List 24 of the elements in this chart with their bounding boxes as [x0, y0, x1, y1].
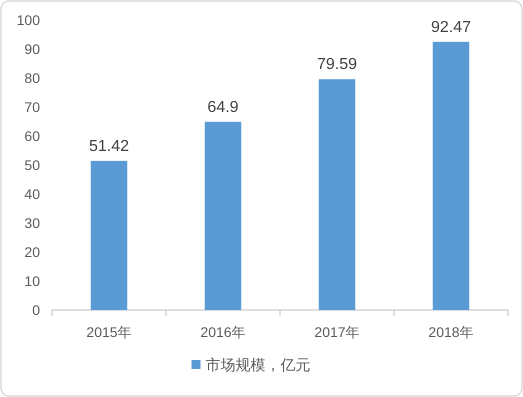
bar: [432, 42, 470, 310]
data-label: 79.59: [316, 56, 358, 74]
bar: [204, 122, 242, 310]
y-tick-label: 100: [16, 12, 40, 28]
y-tick-label: 60: [24, 128, 40, 144]
y-tick-label: 80: [24, 70, 40, 86]
y-tick-label: 40: [24, 186, 40, 202]
legend-label: 市场规模，亿元: [206, 357, 310, 374]
bar: [90, 160, 128, 310]
x-tick-label: 2015年: [86, 324, 132, 340]
bar: [318, 79, 356, 310]
y-tick-label: 30: [24, 215, 40, 231]
x-tick-label: 2017年: [314, 324, 360, 340]
y-tick-label: 0: [32, 302, 40, 318]
y-tick-label: 70: [24, 99, 40, 115]
data-label: 51.42: [88, 138, 130, 155]
y-tick-label: 10: [24, 273, 40, 289]
x-tick-label: 2018年: [428, 324, 474, 340]
y-tick-label: 50: [24, 157, 40, 173]
x-tick-label: 2016年: [200, 324, 246, 340]
y-tick-label: 20: [24, 244, 40, 260]
data-label: 92.47: [430, 18, 472, 36]
y-tick-label: 90: [24, 41, 40, 57]
data-label: 64.9: [207, 98, 239, 116]
